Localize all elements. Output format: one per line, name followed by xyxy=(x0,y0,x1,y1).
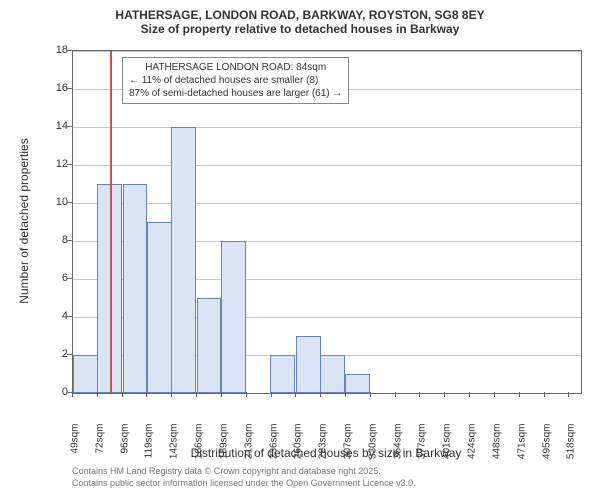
plot-area: HATHERSAGE LONDON ROAD: 84sqm ← 11% of d… xyxy=(72,50,582,394)
y-tick-label: 10 xyxy=(48,196,68,208)
x-tick-mark xyxy=(419,392,420,397)
histogram-bar xyxy=(171,127,196,393)
x-tick-mark xyxy=(196,392,197,397)
x-tick-mark xyxy=(469,392,470,397)
info-line-2: ← 11% of detached houses are smaller (8) xyxy=(129,74,342,87)
footer-attribution: Contains HM Land Registry data © Crown c… xyxy=(72,466,416,489)
y-tick-label: 14 xyxy=(48,120,68,132)
x-tick-mark xyxy=(494,392,495,397)
y-tick-label: 2 xyxy=(48,348,68,360)
x-tick-mark xyxy=(395,392,396,397)
histogram-bar xyxy=(345,374,370,393)
y-tick-label: 12 xyxy=(48,158,68,170)
gridline xyxy=(73,165,581,166)
x-tick-mark xyxy=(97,392,98,397)
footer-line-2: Contains public sector information licen… xyxy=(72,478,416,490)
y-tick-label: 8 xyxy=(48,234,68,246)
title-line-2: Size of property relative to detached ho… xyxy=(0,22,600,36)
x-tick-mark xyxy=(444,392,445,397)
x-tick-mark xyxy=(544,392,545,397)
title-line-1: HATHERSAGE, LONDON ROAD, BARKWAY, ROYSTO… xyxy=(0,8,600,22)
gridline xyxy=(73,203,581,204)
x-tick-mark xyxy=(320,392,321,397)
gridline xyxy=(73,51,581,52)
histogram-bar xyxy=(197,298,222,393)
x-tick-mark xyxy=(345,392,346,397)
info-line-3: 87% of semi-detached houses are larger (… xyxy=(129,87,342,100)
histogram-bar xyxy=(320,355,345,393)
reference-line xyxy=(110,51,112,393)
chart-title: HATHERSAGE, LONDON ROAD, BARKWAY, ROYSTO… xyxy=(0,0,600,36)
x-tick-mark xyxy=(122,392,123,397)
x-tick-mark xyxy=(171,392,172,397)
histogram-bar xyxy=(270,355,295,393)
histogram-bar xyxy=(73,355,98,393)
x-tick-mark xyxy=(72,392,73,397)
y-tick-label: 16 xyxy=(48,82,68,94)
histogram-bar xyxy=(147,222,172,393)
x-tick-mark xyxy=(221,392,222,397)
y-tick-label: 6 xyxy=(48,272,68,284)
y-tick-label: 0 xyxy=(48,386,68,398)
histogram-bar xyxy=(296,336,321,393)
x-tick-mark xyxy=(146,392,147,397)
x-tick-mark xyxy=(246,392,247,397)
info-line-1: HATHERSAGE LONDON ROAD: 84sqm xyxy=(129,61,342,74)
gridline xyxy=(73,127,581,128)
chart-container: HATHERSAGE, LONDON ROAD, BARKWAY, ROYSTO… xyxy=(0,0,600,500)
y-tick-label: 4 xyxy=(48,310,68,322)
x-axis-label: Distribution of detached houses by size … xyxy=(72,446,580,460)
x-tick-mark xyxy=(271,392,272,397)
x-tick-mark xyxy=(568,392,569,397)
y-tick-label: 18 xyxy=(48,44,68,56)
histogram-bar xyxy=(123,184,148,393)
histogram-bar xyxy=(221,241,246,393)
footer-line-1: Contains HM Land Registry data © Crown c… xyxy=(72,466,416,478)
y-axis-label: Number of detached properties xyxy=(17,131,31,311)
x-tick-mark xyxy=(370,392,371,397)
x-tick-mark xyxy=(519,392,520,397)
x-tick-mark xyxy=(295,392,296,397)
info-annotation-box: HATHERSAGE LONDON ROAD: 84sqm ← 11% of d… xyxy=(122,57,349,104)
